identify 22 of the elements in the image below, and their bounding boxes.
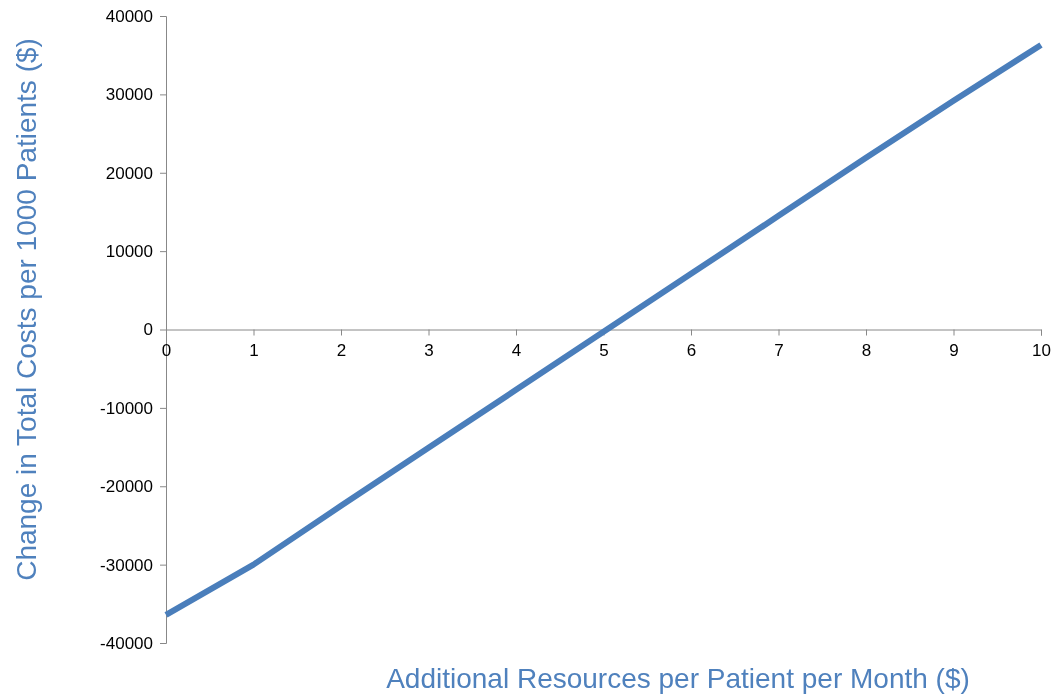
x-tick-label: 5 xyxy=(599,340,609,360)
y-tick-label: -40000 xyxy=(100,633,153,653)
x-axis-title: Additional Resources per Patient per Month ($) xyxy=(386,663,970,694)
x-tick-label: 4 xyxy=(511,340,522,360)
x-tick-label: 7 xyxy=(774,340,784,360)
y-tick-label: 30000 xyxy=(105,85,153,105)
y-tick-label: -20000 xyxy=(100,477,153,497)
x-tick-label: 3 xyxy=(424,340,434,360)
y-tick-label: 0 xyxy=(143,320,153,340)
y-tick-label: -10000 xyxy=(100,398,153,418)
x-tick-label: 6 xyxy=(686,340,697,360)
x-tick-label: 0 xyxy=(161,340,172,360)
y-tick-label: 10000 xyxy=(105,242,153,262)
x-tick-label: 10 xyxy=(1032,340,1051,360)
y-tick-label: 20000 xyxy=(105,163,153,183)
y-tick-label: -30000 xyxy=(100,555,153,575)
y-tick-label: 40000 xyxy=(105,6,153,26)
x-tick-label: 1 xyxy=(249,340,259,360)
y-axis-title: Change in Total Costs per 1000 Patients ($) xyxy=(11,38,42,581)
x-tick-label: 9 xyxy=(949,340,959,360)
x-tick-label: 8 xyxy=(861,340,872,360)
x-tick-label: 2 xyxy=(336,340,347,360)
